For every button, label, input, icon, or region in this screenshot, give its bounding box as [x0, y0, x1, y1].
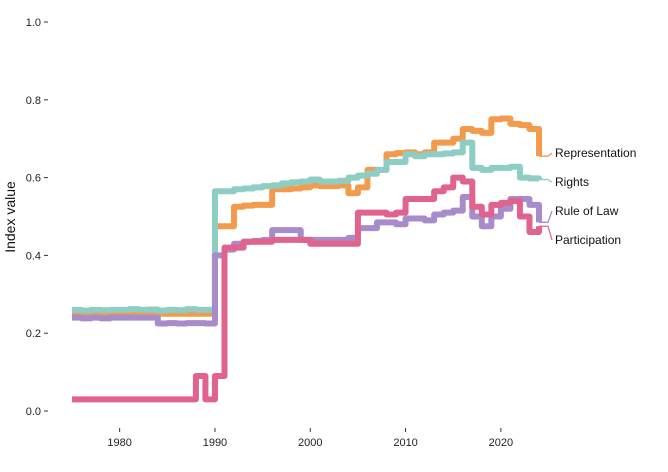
- y-tick-label: 0.0: [26, 406, 41, 418]
- x-tick-label: 2000: [298, 437, 322, 449]
- y-tick-label: 1.0: [26, 17, 41, 29]
- series-leader-line: [539, 152, 553, 157]
- series-label-rights: Rights: [555, 175, 589, 189]
- series-line-rights: [72, 139, 542, 314]
- y-tick-label: 0.2: [26, 328, 41, 340]
- y-tick-label: 0.8: [26, 95, 41, 107]
- y-tick-label: 0.6: [26, 173, 41, 185]
- y-axis-title: Index value: [2, 181, 18, 253]
- x-tick-label: 1990: [203, 437, 227, 449]
- y-tick-label: 0.4: [26, 250, 41, 262]
- series-line-participation: [72, 174, 542, 403]
- series-labels: Representation Rights Rule of Law Participa…: [539, 146, 636, 247]
- x-tick-label: 2020: [489, 437, 513, 449]
- series-leader-line: [539, 225, 553, 241]
- series-label-participation: Participation: [555, 233, 621, 247]
- series-label-rule-of-law: Rule of Law: [555, 204, 619, 218]
- y-axis: 0.0 0.2 0.4 0.6 0.8 1.0: [26, 17, 48, 418]
- x-tick-label: 2010: [393, 437, 417, 449]
- series-leader-line: [539, 178, 553, 183]
- x-axis: 1980 1990 2000 2010 2020: [107, 428, 513, 449]
- x-tick-label: 1980: [107, 437, 131, 449]
- series-line-rule-of-law: [72, 194, 542, 327]
- series-lines: [72, 115, 542, 403]
- series-label-representation: Representation: [555, 146, 636, 160]
- series-line-representation: [72, 115, 542, 317]
- series-leader-line: [539, 210, 553, 223]
